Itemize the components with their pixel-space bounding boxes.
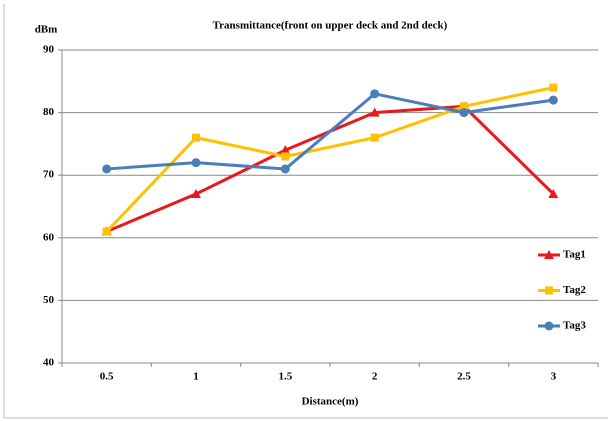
data-point: [102, 227, 111, 236]
y-axis-label: dBm: [35, 24, 58, 36]
x-tick-label: 2.5: [457, 371, 471, 383]
y-tick-label: 80: [43, 106, 55, 118]
data-point: [369, 107, 380, 117]
y-tick-label: 90: [43, 44, 55, 56]
x-tick-label: 1.5: [278, 371, 292, 383]
data-point: [548, 188, 559, 198]
data-point: [459, 108, 469, 118]
legend-marker: [544, 321, 554, 331]
series-line: [105, 86, 554, 233]
legend-label: Tag2: [563, 284, 586, 296]
data-point: [281, 152, 290, 161]
x-tick-label: 0.5: [100, 371, 114, 383]
legend-marker: [545, 286, 553, 295]
y-tick-label: 70: [43, 169, 55, 181]
x-tick-label: 1: [193, 371, 199, 383]
data-point: [102, 164, 112, 174]
data-point: [370, 89, 380, 99]
y-tick-label: 50: [43, 294, 55, 306]
legend-label: Tag1: [563, 249, 586, 261]
legend-label: Tag3: [563, 320, 586, 332]
y-tick-label: 40: [43, 357, 55, 369]
data-point: [549, 83, 558, 92]
data-point: [280, 145, 291, 155]
data-point: [280, 164, 290, 174]
x-tick-label: 2: [372, 371, 378, 383]
data-point: [191, 158, 201, 168]
legend-marker: [544, 250, 554, 259]
data-point: [548, 95, 558, 105]
data-point: [460, 102, 468, 111]
y-tick-label: 60: [43, 231, 55, 243]
x-axis-label: Distance(m): [302, 396, 359, 408]
chart-title: Transmittance(front on upper deck and 2n…: [213, 20, 448, 32]
data-point: [192, 133, 200, 142]
series-line: [106, 92, 554, 171]
data-point: [191, 188, 201, 198]
series-line: [106, 104, 555, 233]
x-tick-label: 3: [551, 371, 557, 383]
data-point: [370, 133, 379, 142]
